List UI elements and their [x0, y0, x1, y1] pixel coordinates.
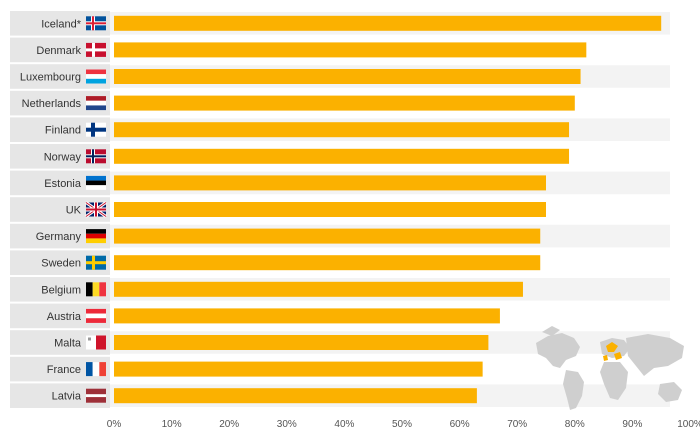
flag-latvia-icon: [86, 388, 106, 403]
category-label: Sweden: [41, 258, 81, 270]
bar-luxembourg: [114, 69, 581, 84]
category-label: Latvia: [52, 391, 82, 403]
bar-france: [114, 361, 483, 377]
category-label: Belgium: [41, 284, 81, 296]
category-label: Netherlands: [22, 98, 82, 110]
category-label: Austria: [47, 311, 82, 323]
bar-germany: [114, 228, 541, 244]
flag-uk-icon: [85, 201, 107, 218]
flag-finland-icon: [86, 122, 106, 137]
bar-uk: [114, 202, 546, 217]
bar-malta: [114, 335, 489, 350]
x-tick-label: 40%: [334, 419, 354, 430]
flag-belgium-icon: [86, 282, 106, 297]
flag-estonia-icon: [86, 175, 106, 190]
category-label: UK: [66, 205, 82, 217]
world-map-icon: [536, 326, 684, 410]
flag-france-icon: [86, 362, 106, 377]
x-tick-label: 100%: [677, 419, 700, 430]
category-label: Denmark: [36, 45, 81, 57]
x-tick-label: 20%: [219, 419, 239, 430]
category-label: Luxembourg: [20, 72, 81, 84]
bar-norway: [114, 148, 570, 164]
flag-germany-icon: [86, 229, 106, 244]
category-label: Germany: [36, 231, 82, 243]
x-tick-label: 50%: [392, 419, 412, 430]
flag-norway-icon: [86, 149, 106, 164]
x-tick-label: 10%: [162, 419, 182, 430]
bar-iceland: [114, 15, 662, 31]
category-label: Malta: [54, 338, 82, 350]
category-label: Estonia: [44, 178, 82, 190]
flag-netherlands-icon: [86, 96, 106, 111]
bar-finland: [114, 122, 570, 138]
bar-denmark: [114, 42, 587, 58]
flag-denmark-icon: [86, 42, 106, 57]
x-tick-label: 70%: [507, 419, 527, 430]
bar-austria: [114, 308, 500, 324]
bar-estonia: [114, 175, 546, 191]
x-tick-label: 0%: [107, 419, 122, 430]
bars: [114, 15, 662, 404]
flag-sweden-icon: [86, 255, 106, 270]
flag-malta-icon: [86, 335, 106, 350]
flags: [85, 16, 107, 403]
category-labels: Iceland* Denmark Luxembourg Netherlands Finl…: [20, 18, 82, 402]
bar-latvia: [114, 388, 477, 404]
bar-sweden: [114, 255, 541, 271]
x-tick-label: 80%: [565, 419, 585, 430]
flag-luxembourg-icon: [86, 69, 106, 84]
x-tick-label: 30%: [277, 419, 297, 430]
flag-iceland-icon: [86, 16, 106, 31]
category-label: Finland: [45, 125, 81, 137]
x-tick-label: 90%: [622, 419, 642, 430]
x-tick-label: 60%: [450, 419, 470, 430]
bar-netherlands: [114, 95, 575, 111]
category-label: France: [47, 364, 81, 376]
category-label: Norway: [44, 151, 82, 163]
category-label: Iceland*: [41, 18, 81, 30]
bar-belgium: [114, 281, 523, 297]
flag-austria-icon: [86, 308, 106, 323]
x-axis-ticks: 0% 10% 20% 30% 40% 50% 60% 70% 80% 90% 100%: [107, 419, 700, 430]
